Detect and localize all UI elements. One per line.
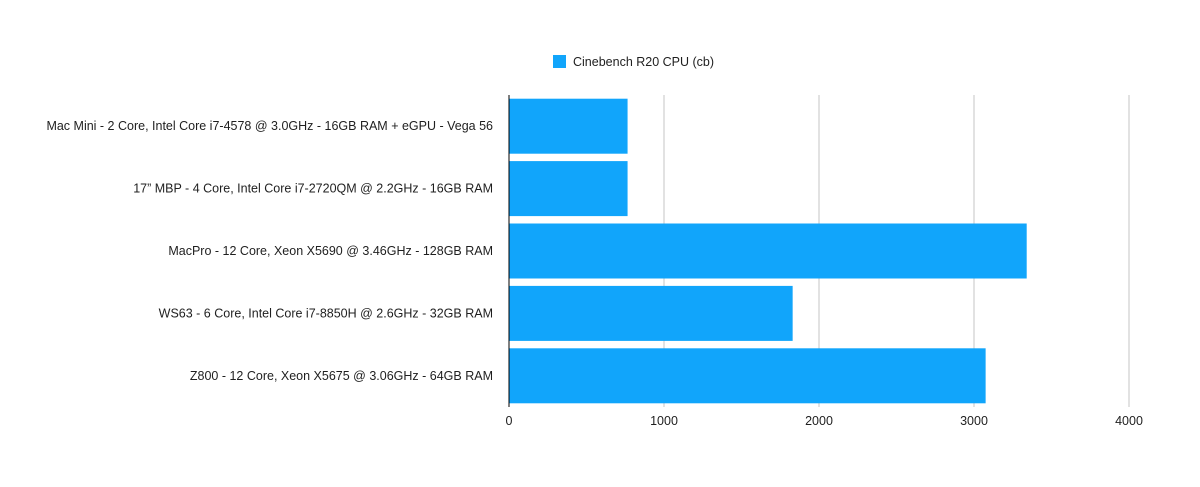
category-label: 17” MBP - 4 Core, Intel Core i7-2720QM @… [133,182,493,196]
x-tick-label: 0 [506,414,513,428]
legend: Cinebench R20 CPU (cb) [553,55,714,69]
bar [509,161,628,217]
bars [509,98,1027,404]
x-tick-label: 1000 [650,414,678,428]
category-label: Mac Mini - 2 Core, Intel Core i7-4578 @ … [46,119,493,133]
x-tick-labels: 0 1000 2000 3000 4000 [506,414,1143,428]
x-tick-label: 4000 [1115,414,1143,428]
bar [509,348,986,404]
bar [509,98,628,154]
bar [509,285,793,341]
legend-swatch [553,55,566,68]
x-tick-label: 2000 [805,414,833,428]
category-label: Z800 - 12 Core, Xeon X5675 @ 3.06GHz - 6… [190,369,493,383]
category-label: MacPro - 12 Core, Xeon X5690 @ 3.46GHz -… [168,244,493,258]
category-label: WS63 - 6 Core, Intel Core i7-8850H @ 2.6… [159,306,493,320]
category-labels: Mac Mini - 2 Core, Intel Core i7-4578 @ … [46,119,493,383]
bar [509,223,1027,279]
x-tick-label: 3000 [960,414,988,428]
legend-label: Cinebench R20 CPU (cb) [573,55,714,69]
